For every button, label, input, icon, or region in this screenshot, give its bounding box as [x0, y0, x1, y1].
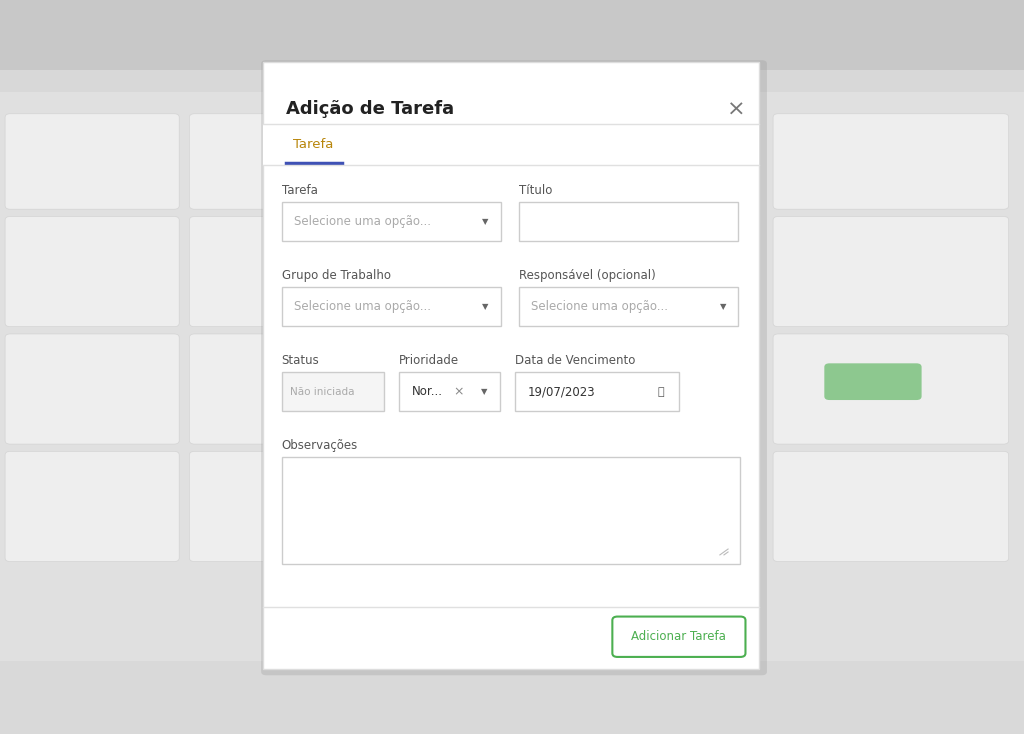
Text: ×: ×	[727, 99, 745, 120]
FancyBboxPatch shape	[189, 114, 282, 209]
FancyBboxPatch shape	[399, 372, 500, 411]
FancyBboxPatch shape	[5, 114, 179, 209]
Text: 📅: 📅	[657, 387, 664, 396]
FancyBboxPatch shape	[0, 661, 1024, 734]
Text: Grupo de Trabalho: Grupo de Trabalho	[282, 269, 390, 282]
Text: Status: Status	[282, 354, 319, 367]
FancyBboxPatch shape	[515, 372, 679, 411]
FancyBboxPatch shape	[282, 202, 501, 241]
FancyBboxPatch shape	[189, 451, 282, 562]
FancyBboxPatch shape	[189, 217, 282, 327]
Text: ▼: ▼	[720, 302, 726, 311]
Text: Selecione uma opção...: Selecione uma opção...	[531, 300, 669, 313]
FancyBboxPatch shape	[0, 70, 1024, 92]
FancyBboxPatch shape	[773, 217, 1009, 327]
Text: Tarefa: Tarefa	[293, 139, 334, 151]
FancyBboxPatch shape	[612, 617, 745, 657]
FancyBboxPatch shape	[5, 334, 179, 444]
FancyBboxPatch shape	[282, 372, 384, 411]
Text: Adicionar Tarefa: Adicionar Tarefa	[632, 631, 726, 643]
Text: Observações: Observações	[282, 439, 357, 452]
FancyBboxPatch shape	[5, 217, 179, 327]
Text: Data de Vencimento: Data de Vencimento	[515, 354, 636, 367]
Text: ×: ×	[454, 385, 464, 398]
Text: Selecione uma opção...: Selecione uma opção...	[294, 215, 431, 228]
Text: ▼: ▼	[482, 217, 488, 226]
FancyBboxPatch shape	[282, 287, 501, 326]
Text: Não iniciada: Não iniciada	[290, 387, 354, 396]
FancyBboxPatch shape	[282, 457, 740, 564]
Text: Adição de Tarefa: Adição de Tarefa	[286, 101, 454, 118]
Text: Título: Título	[519, 184, 553, 197]
FancyBboxPatch shape	[519, 287, 738, 326]
FancyBboxPatch shape	[263, 124, 759, 165]
Text: ▼: ▼	[482, 302, 488, 311]
FancyBboxPatch shape	[261, 60, 767, 675]
FancyBboxPatch shape	[5, 451, 179, 562]
Text: ▼: ▼	[481, 387, 487, 396]
Text: Nor...: Nor...	[412, 385, 442, 398]
FancyBboxPatch shape	[0, 0, 1024, 70]
Text: 19/07/2023: 19/07/2023	[527, 385, 595, 398]
Text: Tarefa: Tarefa	[282, 184, 317, 197]
FancyBboxPatch shape	[773, 451, 1009, 562]
FancyBboxPatch shape	[0, 92, 1024, 734]
FancyBboxPatch shape	[263, 62, 759, 669]
FancyBboxPatch shape	[773, 114, 1009, 209]
FancyBboxPatch shape	[189, 334, 282, 444]
Text: Responsável (opcional): Responsável (opcional)	[519, 269, 656, 282]
Text: Prioridade: Prioridade	[399, 354, 460, 367]
FancyBboxPatch shape	[519, 202, 738, 241]
FancyBboxPatch shape	[773, 334, 1009, 444]
Text: Selecione uma opção...: Selecione uma opção...	[294, 300, 431, 313]
FancyBboxPatch shape	[824, 363, 922, 400]
